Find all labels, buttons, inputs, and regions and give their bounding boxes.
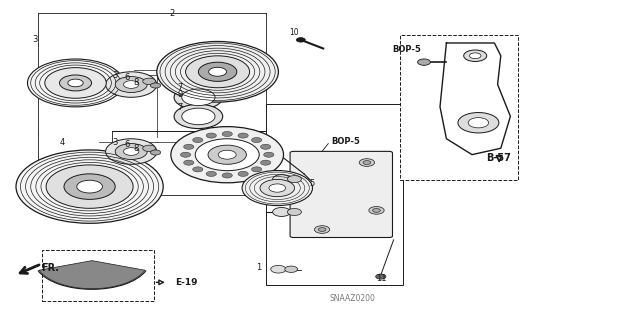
Circle shape <box>218 150 236 159</box>
Circle shape <box>115 77 147 93</box>
Circle shape <box>143 145 156 152</box>
Circle shape <box>124 81 139 88</box>
Circle shape <box>468 118 489 128</box>
Circle shape <box>46 165 133 208</box>
Circle shape <box>198 62 237 81</box>
Text: 1: 1 <box>256 263 261 272</box>
Circle shape <box>418 59 430 65</box>
Circle shape <box>285 266 298 272</box>
Text: 3: 3 <box>113 71 118 80</box>
Text: 10: 10 <box>289 28 299 37</box>
Circle shape <box>222 173 232 178</box>
Circle shape <box>206 171 216 176</box>
Text: 11: 11 <box>376 274 387 283</box>
Text: 6: 6 <box>124 140 129 149</box>
Circle shape <box>106 139 157 164</box>
Circle shape <box>238 133 248 138</box>
Circle shape <box>222 131 232 137</box>
Circle shape <box>182 108 215 125</box>
Circle shape <box>157 41 278 102</box>
Circle shape <box>115 144 147 160</box>
Text: BOP-5: BOP-5 <box>392 45 421 54</box>
Circle shape <box>260 144 271 149</box>
Circle shape <box>287 176 301 182</box>
Text: 6: 6 <box>124 73 129 82</box>
Circle shape <box>458 113 499 133</box>
Text: E-19: E-19 <box>175 278 197 287</box>
Circle shape <box>464 50 487 62</box>
Circle shape <box>314 226 330 234</box>
Circle shape <box>180 152 191 157</box>
Circle shape <box>369 207 384 214</box>
Circle shape <box>16 150 163 223</box>
Circle shape <box>60 75 92 91</box>
Circle shape <box>195 139 259 171</box>
Text: FR.: FR. <box>42 263 60 273</box>
Circle shape <box>252 167 262 172</box>
FancyBboxPatch shape <box>290 152 392 237</box>
Circle shape <box>242 170 312 206</box>
Text: 9: 9 <box>178 90 183 99</box>
Text: 4: 4 <box>60 138 65 147</box>
Circle shape <box>209 67 227 76</box>
Text: 3: 3 <box>113 138 118 147</box>
FancyBboxPatch shape <box>400 35 518 180</box>
FancyBboxPatch shape <box>266 104 403 285</box>
Circle shape <box>359 159 374 167</box>
Circle shape <box>260 179 294 197</box>
Circle shape <box>182 89 215 106</box>
Circle shape <box>271 265 286 273</box>
Circle shape <box>124 148 139 155</box>
Circle shape <box>171 127 284 183</box>
Circle shape <box>376 274 386 279</box>
Circle shape <box>68 79 83 87</box>
Circle shape <box>143 78 156 85</box>
Text: SNAAZ0200: SNAAZ0200 <box>330 294 376 303</box>
Circle shape <box>287 209 301 216</box>
Circle shape <box>238 171 248 176</box>
Circle shape <box>184 144 194 149</box>
Circle shape <box>208 145 246 164</box>
FancyBboxPatch shape <box>42 250 154 301</box>
Text: 8: 8 <box>134 78 139 87</box>
Text: 5: 5 <box>310 179 315 188</box>
Circle shape <box>193 167 203 172</box>
Text: BOP-5: BOP-5 <box>332 137 360 146</box>
Circle shape <box>45 68 106 98</box>
Circle shape <box>318 228 326 232</box>
Wedge shape <box>39 261 145 289</box>
Circle shape <box>106 72 157 97</box>
Circle shape <box>260 160 271 165</box>
Circle shape <box>372 209 380 212</box>
Circle shape <box>77 180 102 193</box>
Text: 8: 8 <box>134 144 139 153</box>
Circle shape <box>186 56 250 88</box>
Circle shape <box>174 85 223 109</box>
Text: 7: 7 <box>178 103 183 112</box>
Circle shape <box>206 133 216 138</box>
Circle shape <box>174 104 223 129</box>
Text: 7: 7 <box>178 83 183 92</box>
Circle shape <box>264 152 274 157</box>
Circle shape <box>64 174 115 199</box>
Circle shape <box>252 137 262 143</box>
Text: B-57: B-57 <box>486 153 511 163</box>
Circle shape <box>150 150 161 155</box>
Circle shape <box>28 59 124 107</box>
Circle shape <box>150 83 161 88</box>
Circle shape <box>363 161 371 165</box>
Circle shape <box>273 208 291 217</box>
Circle shape <box>193 137 203 143</box>
Text: 2: 2 <box>169 9 174 18</box>
Text: 3: 3 <box>33 35 38 44</box>
Circle shape <box>269 184 285 192</box>
Circle shape <box>296 38 305 42</box>
Circle shape <box>273 175 291 184</box>
Circle shape <box>470 53 481 59</box>
Circle shape <box>184 160 194 165</box>
